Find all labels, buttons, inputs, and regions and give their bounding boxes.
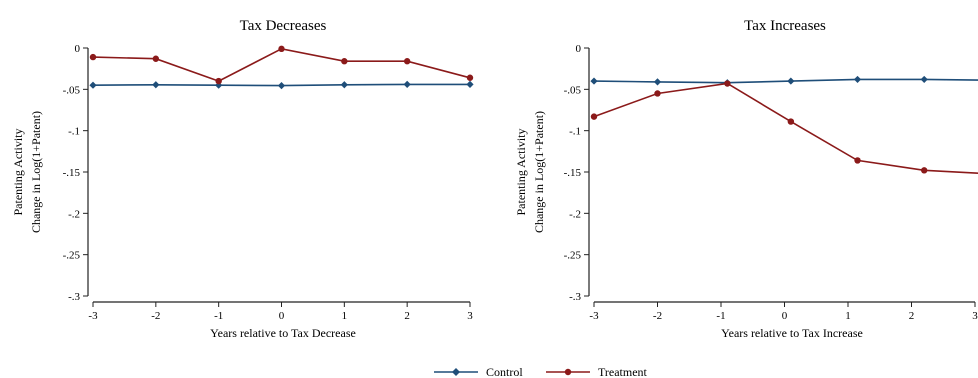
x-axis-label: Years relative to Tax Decrease (210, 326, 356, 340)
x-tick-label: 2 (909, 310, 915, 322)
x-tick-label: 3 (972, 310, 978, 322)
legend-label-treatment: Treatment (598, 365, 648, 378)
y-tick-label: -.2 (569, 208, 581, 220)
chart-title: Tax Increases (744, 18, 826, 34)
x-tick-label: -3 (589, 310, 599, 322)
panel-tax-increases: Tax Increases Years relative to Tax Incr… (514, 18, 978, 340)
series-line-treatment (593, 82, 978, 174)
data-point-treatment (921, 167, 928, 174)
x-axis-label: Years relative to Tax Increase (721, 326, 863, 340)
data-point-control (466, 80, 474, 88)
data-point-control (340, 81, 348, 89)
x-tick-label: 1 (342, 310, 348, 322)
y-tick-label: -.05 (63, 84, 81, 96)
y-tick-label: 0 (75, 43, 81, 55)
series-line-control (593, 78, 978, 84)
data-point-control (653, 78, 662, 86)
legend-item-treatment: Treatment (546, 365, 648, 378)
x-tick-label: 0 (782, 310, 788, 322)
y-tick-label: -.25 (564, 250, 582, 262)
y-tick-label: -.2 (68, 208, 80, 220)
data-point-treatment (89, 53, 97, 61)
data-point-treatment (854, 157, 861, 164)
y-tick-label: -.05 (564, 84, 582, 96)
x-tick-label: 1 (845, 310, 851, 322)
data-point-treatment (403, 58, 411, 65)
data-point-control (590, 77, 598, 85)
data-point-control (920, 75, 928, 84)
y-axis-label-line1: Patenting Activity (514, 129, 528, 216)
chart-title: Tax Decreases (240, 18, 327, 34)
y-axis-label-line2: Change in Log(1+Patent) (532, 111, 546, 233)
diamond-marker-icon (452, 368, 460, 376)
x-tick-label: -1 (716, 310, 725, 322)
x-tick-label: 3 (467, 310, 473, 322)
legend-label-control: Control (486, 365, 523, 378)
y-tick-label: -.1 (569, 126, 581, 138)
series-line-treatment (92, 47, 471, 82)
data-point-control (152, 81, 160, 89)
data-point-control (277, 82, 286, 90)
y-tick-label: -.1 (68, 126, 80, 138)
legend: Control Treatment (434, 365, 648, 378)
y-axis-label-line1: Patenting Activity (11, 129, 25, 216)
data-point-treatment (341, 58, 348, 65)
data-point-treatment (152, 55, 160, 62)
panel-tax-decreases: Tax Decreases Years relative to Tax Decr… (11, 18, 474, 340)
legend-item-control: Control (434, 365, 523, 378)
y-tick-label: 0 (576, 43, 582, 55)
data-point-treatment (787, 118, 795, 125)
y-axis-label-line2: Change in Log(1+Patent) (29, 111, 43, 233)
data-point-treatment (466, 74, 474, 81)
circle-marker-icon (564, 368, 572, 376)
y-tick-label: -.15 (63, 167, 81, 179)
y-tick-label: -.25 (63, 250, 81, 262)
x-tick-label: 2 (404, 310, 410, 322)
x-tick-label: -3 (88, 310, 98, 322)
x-tick-label: -1 (214, 310, 223, 322)
data-point-control (853, 75, 862, 84)
y-tick-label: -.3 (68, 291, 80, 303)
data-point-treatment (654, 90, 661, 97)
y-tick-label: -.15 (564, 167, 582, 179)
y-tick-label: -.3 (569, 291, 581, 303)
x-tick-label: 0 (279, 310, 285, 322)
data-point-treatment (215, 77, 222, 85)
data-point-control (403, 80, 411, 88)
data-point-treatment (590, 113, 598, 120)
data-point-treatment (724, 80, 731, 87)
x-tick-label: -2 (653, 310, 662, 322)
x-tick-label: -2 (151, 310, 160, 322)
data-point-treatment (278, 45, 285, 53)
data-point-control (787, 77, 795, 85)
data-point-control (89, 81, 97, 89)
